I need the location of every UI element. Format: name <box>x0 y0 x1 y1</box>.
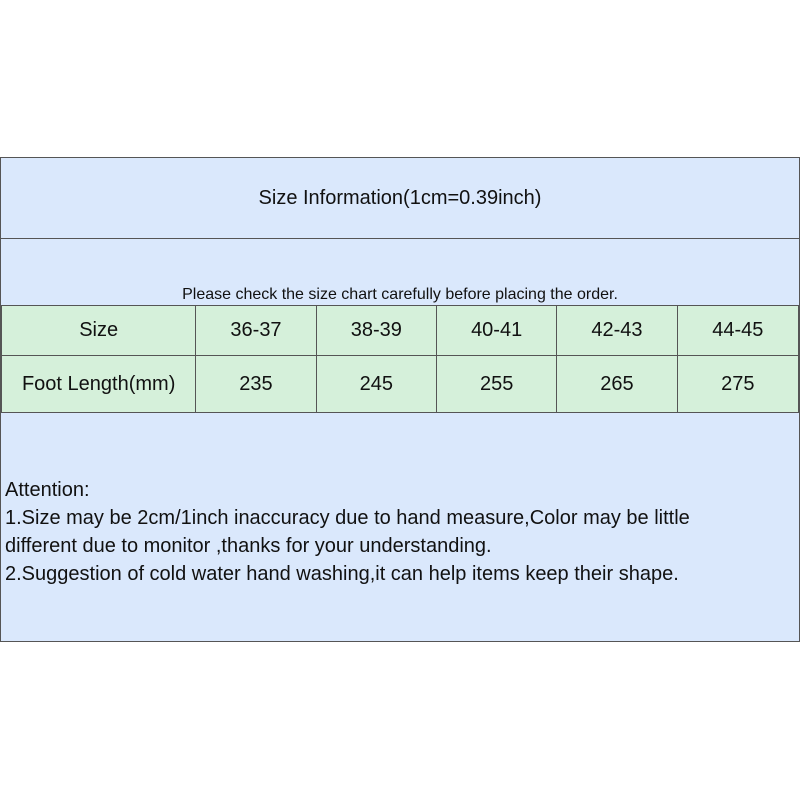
size-table: Size 36-37 38-39 40-41 42-43 44-45 Foot … <box>0 305 800 413</box>
note-line: 1.Size may be 2cm/1inch inaccuracy due t… <box>5 507 690 529</box>
table-cell: 40-41 <box>435 305 558 356</box>
table-cell: 275 <box>676 355 800 413</box>
size-info-panel: Size Information(1cm=0.39inch) Please ch… <box>0 157 800 642</box>
table-cell: Foot Length(mm) <box>0 355 197 413</box>
table-cell: 36-37 <box>195 305 317 356</box>
table-cell: 255 <box>435 355 558 413</box>
table-cell: 265 <box>556 355 678 413</box>
page-title: Size Information(1cm=0.39inch) <box>1 158 799 239</box>
table-cell: Size <box>0 305 197 356</box>
table-cell: 44-45 <box>676 305 800 356</box>
table-header-row: Size 36-37 38-39 40-41 42-43 44-45 <box>0 305 800 356</box>
note-line: 2.Suggestion of cold water hand washing,… <box>5 563 679 585</box>
attention-notes: Attention: 1.Size may be 2cm/1inch inacc… <box>5 476 690 588</box>
table-cell: 245 <box>315 355 437 413</box>
note-line: different due to monitor ,thanks for you… <box>5 535 492 557</box>
table-cell: 235 <box>195 355 317 413</box>
note-line: Attention: <box>5 479 90 501</box>
table-cell: 38-39 <box>315 305 437 356</box>
subtitle: Please check the size chart carefully be… <box>182 286 618 303</box>
table-row: Foot Length(mm) 235 245 255 265 275 <box>0 355 800 413</box>
table-cell: 42-43 <box>556 305 678 356</box>
